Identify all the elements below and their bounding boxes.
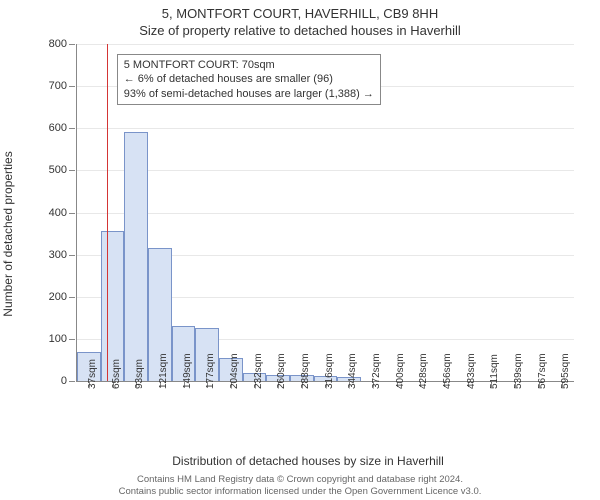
x-tick-label: 121sqm — [158, 353, 169, 389]
y-axis-label: Number of detached properties — [1, 151, 15, 316]
page-title: 5, MONTFORT COURT, HAVERHILL, CB9 8HH — [0, 0, 600, 21]
y-tick-label: 800 — [49, 38, 77, 50]
x-tick-label: 316sqm — [324, 353, 335, 389]
y-tick-label: 300 — [49, 249, 77, 261]
histogram-bar — [124, 132, 148, 381]
callout-line-1: 5 MONTFORT COURT: 70sqm — [124, 58, 374, 72]
gridline — [77, 44, 574, 45]
x-tick-label: 37sqm — [87, 359, 98, 389]
gridline — [77, 170, 574, 171]
y-tick-label: 100 — [49, 333, 77, 345]
x-tick-label: 567sqm — [537, 353, 548, 389]
x-tick-label: 539sqm — [513, 353, 524, 389]
x-tick-label: 93sqm — [134, 359, 145, 389]
footer-line-1: Contains HM Land Registry data © Crown c… — [0, 474, 600, 486]
y-tick-label: 400 — [49, 207, 77, 219]
footer-attribution: Contains HM Land Registry data © Crown c… — [0, 474, 600, 498]
property-marker-line — [107, 44, 108, 381]
page-subtitle: Size of property relative to detached ho… — [0, 21, 600, 38]
x-tick-label: 456sqm — [442, 353, 453, 389]
y-tick-label: 500 — [49, 164, 77, 176]
chart-container: Number of detached properties 0100200300… — [38, 44, 578, 424]
callout-box: 5 MONTFORT COURT: 70sqm← 6% of detached … — [117, 54, 381, 105]
x-tick-label: 400sqm — [395, 353, 406, 389]
x-tick-label: 204sqm — [229, 353, 240, 389]
x-tick-label: 65sqm — [111, 359, 122, 389]
x-tick-label: 483sqm — [466, 353, 477, 389]
x-tick-label: 372sqm — [371, 353, 382, 389]
y-tick-label: 0 — [61, 375, 77, 387]
y-tick-label: 600 — [49, 122, 77, 134]
x-tick-label: 511sqm — [489, 354, 500, 389]
y-tick-label: 200 — [49, 291, 77, 303]
gridline — [77, 213, 574, 214]
x-tick-label: 288sqm — [300, 353, 311, 389]
plot-area: 010020030040050060070080037sqm65sqm93sqm… — [76, 44, 574, 382]
x-tick-label: 177sqm — [205, 353, 216, 389]
x-tick-label: 428sqm — [418, 353, 429, 389]
callout-line-3: 93% of semi-detached houses are larger (… — [124, 87, 374, 101]
x-tick-label: 149sqm — [182, 353, 193, 389]
x-tick-label: 260sqm — [276, 353, 287, 389]
x-tick-label: 595sqm — [560, 353, 571, 389]
x-tick-label: 344sqm — [347, 353, 358, 389]
callout-line-2: ← 6% of detached houses are smaller (96) — [124, 72, 374, 86]
footer-line-2: Contains public sector information licen… — [0, 486, 600, 498]
x-axis-label: Distribution of detached houses by size … — [172, 454, 443, 468]
y-tick-label: 700 — [49, 80, 77, 92]
gridline — [77, 128, 574, 129]
x-tick-label: 232sqm — [253, 353, 264, 389]
